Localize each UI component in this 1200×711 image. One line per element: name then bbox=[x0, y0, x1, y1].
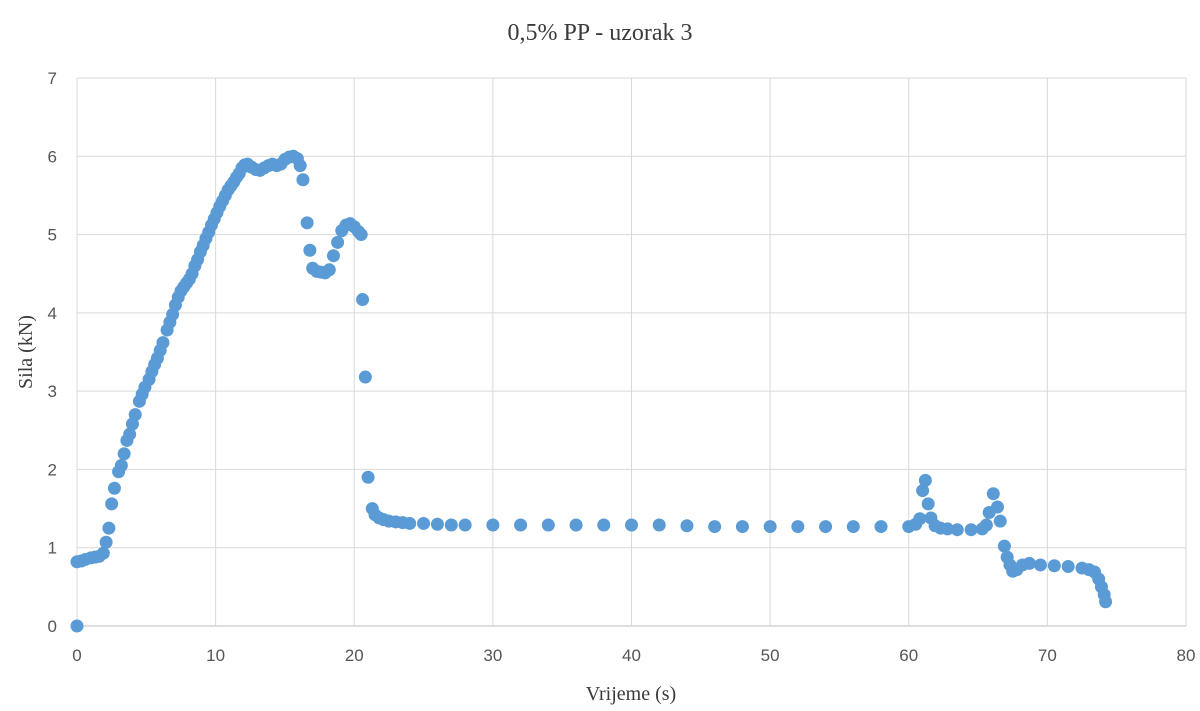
data-point bbox=[998, 540, 1011, 553]
data-point bbox=[913, 512, 926, 525]
data-point bbox=[919, 474, 932, 487]
data-point bbox=[991, 501, 1004, 514]
data-point bbox=[327, 249, 340, 262]
data-point bbox=[597, 519, 610, 532]
data-point bbox=[102, 522, 115, 535]
data-point bbox=[965, 523, 978, 536]
data-point bbox=[951, 523, 964, 536]
y-tick-label: 5 bbox=[48, 226, 57, 245]
data-point bbox=[987, 487, 1000, 500]
y-tick-label: 3 bbox=[48, 382, 57, 401]
chart-title: 0,5% PP - uzorak 3 bbox=[507, 20, 692, 46]
data-point bbox=[570, 519, 583, 532]
data-point bbox=[331, 236, 344, 249]
data-point bbox=[736, 520, 749, 533]
x-tick-label: 10 bbox=[206, 646, 225, 665]
data-point bbox=[994, 515, 1007, 528]
data-point bbox=[355, 228, 368, 241]
data-point bbox=[980, 519, 993, 532]
x-tick-label: 80 bbox=[1177, 646, 1196, 665]
data-point bbox=[680, 519, 693, 532]
data-point bbox=[100, 536, 113, 549]
data-point bbox=[303, 244, 316, 257]
data-point bbox=[97, 547, 110, 560]
y-tick-label: 6 bbox=[48, 147, 57, 166]
data-point bbox=[362, 471, 375, 484]
y-tick-label: 0 bbox=[48, 617, 57, 636]
data-point bbox=[359, 371, 372, 384]
y-tick-label: 4 bbox=[48, 304, 57, 323]
x-tick-label: 20 bbox=[345, 646, 364, 665]
data-point bbox=[1023, 557, 1036, 570]
data-point bbox=[115, 459, 128, 472]
y-tick-label: 1 bbox=[48, 539, 57, 558]
x-tick-label: 50 bbox=[761, 646, 780, 665]
data-point bbox=[708, 520, 721, 533]
data-point bbox=[323, 263, 336, 276]
data-point bbox=[431, 518, 444, 531]
data-point bbox=[296, 173, 309, 186]
data-point bbox=[129, 408, 142, 421]
data-point bbox=[875, 520, 888, 533]
data-point bbox=[847, 520, 860, 533]
data-point bbox=[1099, 595, 1112, 608]
x-axis-label: Vrijeme (s) bbox=[586, 683, 676, 705]
data-point bbox=[356, 293, 369, 306]
y-axis-label: Sila (kN) bbox=[15, 315, 37, 389]
data-point bbox=[156, 336, 169, 349]
data-point bbox=[294, 159, 307, 172]
data-point bbox=[108, 482, 121, 495]
data-point bbox=[445, 519, 458, 532]
data-point bbox=[653, 519, 666, 532]
data-point bbox=[71, 620, 84, 633]
data-point bbox=[459, 519, 472, 532]
data-point bbox=[514, 519, 527, 532]
data-point bbox=[301, 216, 314, 229]
data-point bbox=[1048, 559, 1061, 572]
data-point bbox=[625, 519, 638, 532]
data-point bbox=[542, 519, 555, 532]
data-point bbox=[922, 497, 935, 510]
data-point bbox=[1062, 560, 1075, 573]
y-tick-label: 7 bbox=[48, 69, 57, 88]
x-tick-label: 0 bbox=[72, 646, 81, 665]
data-point bbox=[819, 520, 832, 533]
data-point bbox=[486, 519, 499, 532]
data-point bbox=[118, 447, 131, 460]
x-tick-label: 70 bbox=[1038, 646, 1057, 665]
data-point bbox=[1034, 558, 1047, 571]
data-point bbox=[764, 520, 777, 533]
data-point bbox=[791, 520, 804, 533]
y-tick-label: 2 bbox=[48, 460, 57, 479]
data-point bbox=[105, 497, 118, 510]
data-point bbox=[403, 517, 416, 530]
x-tick-label: 60 bbox=[899, 646, 918, 665]
data-point bbox=[417, 517, 430, 530]
x-tick-label: 30 bbox=[483, 646, 502, 665]
x-tick-label: 40 bbox=[622, 646, 641, 665]
